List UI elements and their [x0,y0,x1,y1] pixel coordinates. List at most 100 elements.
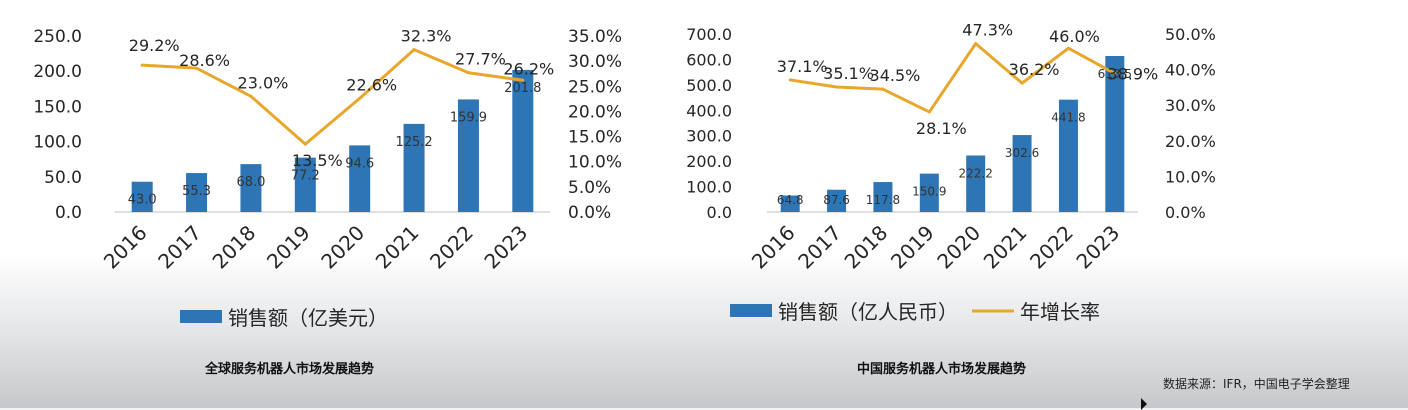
left-axis-tick-label: 400.0 [686,101,732,120]
growth-rate-point [140,63,144,67]
bar-value-label: 55.3 [182,184,211,199]
bar [966,155,986,212]
bar [1105,55,1125,213]
bar-value-label: 43.0 [128,193,157,208]
growth-rate-label: 34.5% [870,66,921,85]
growth-rate-point [249,94,253,98]
growth-rate-label: 38.9% [1107,65,1158,84]
growth-rate-label: 29.2% [129,36,180,55]
right-axis-tick-label: 30.0% [568,52,622,72]
chart-caption-china: 中国服务机器人市场发展趋势 [857,362,1027,377]
growth-rate-point [881,87,885,91]
global-service-robot-chart: 0.0 50.0 100.0 150.0 200.0 250.0 0.0% 5.0% 10.0%… [33,27,622,330]
left-axis-tick-label: 200.0 [33,62,82,82]
right-axis-tick-label: 35.0% [568,27,622,47]
right-axis-tick-label: 20.0% [1165,132,1216,151]
left-axis-tick-label: 150.0 [33,97,82,117]
bar [240,164,262,212]
bar [457,99,479,212]
bar [919,173,939,212]
bar [780,195,800,212]
bar [131,181,153,212]
source-note: 数据来源：IFR，中国电子学会整理 [1163,377,1350,391]
left-axis-tick-label: 250.0 [33,27,82,47]
right-axis-tick-label: 50.0% [1165,25,1216,44]
year-tick-label: 2019 [886,221,939,274]
bar-value-label: 68.0 [236,175,265,190]
bar-value-label: 117.8 [866,193,900,207]
right-axis-tick-label: 25.0% [568,77,622,97]
growth-rate-label: 28.1% [916,119,967,138]
year-tick-label: 2022 [425,221,478,274]
bar-value-label: 150.9 [912,185,946,199]
growth-rate-label: 36.2% [1009,60,1060,79]
year-tick-label: 2019 [262,221,315,274]
year-tick-label: 2017 [153,221,206,274]
growth-rate-label: 13.5% [292,151,343,170]
bar [294,157,316,212]
growth-rate-label: 22.6% [346,75,397,94]
growth-rate-label: 26.2% [503,59,554,78]
year-tick-label: 2021 [371,221,424,274]
year-tick-label: 2020 [316,221,369,274]
right-axis-tick-label: 5.0% [568,178,611,198]
right-axis-tick-label: 15.0% [568,128,622,148]
china-service-robot-chart: 0.0 100.0 200.0 300.0 400.0 500.0 600.0 700.0 0.… [686,21,1216,324]
legend-label: 销售额（亿美元） [228,306,388,330]
year-tick-label: 2016 [99,221,152,274]
year-tick-label: 2018 [840,221,893,274]
bar-value-label: 87.6 [823,193,850,207]
growth-rate-point [466,71,470,75]
bar-value-label: 302.6 [1005,146,1039,160]
bar-value-label: 159.9 [450,110,487,125]
growth-rate-line [789,42,1116,114]
chart-caption-global: 全球服务机器人市场发展趋势 [205,362,375,377]
bar [827,189,847,212]
growth-rate-label: 28.6% [179,51,230,70]
growth-rate-point [1113,72,1117,76]
left-axis-tick-label: 0.0 [55,203,82,223]
growth-rate-label: 32.3% [401,27,452,46]
mouse-cursor-icon [1141,398,1147,410]
right-axis-tick-label: 40.0% [1165,61,1216,80]
legend-label: 年增长率 [1020,300,1100,324]
growth-rate-point [927,110,931,114]
bar-value-label: 125.2 [395,135,432,150]
left-axis-tick-label: 700.0 [686,25,732,44]
year-tick-label: 2020 [932,221,985,274]
growth-rate-point [1066,46,1070,50]
year-tick-label: 2018 [208,221,261,274]
bar-value-label: 77.2 [291,169,320,184]
bar-value-label: 64.8 [777,193,804,207]
growth-rate-label: 46.0% [1049,27,1100,46]
left-axis-tick-label: 0.0 [707,203,732,222]
right-axis-tick-label: 30.0% [1165,96,1216,115]
growth-rate-label: 47.3% [962,21,1013,40]
growth-rate-point [358,96,362,100]
bar [186,173,208,212]
right-axis-tick-label: 10.0% [1165,167,1216,186]
growth-rate-point [195,66,199,70]
bar [403,123,425,212]
right-axis-tick-label: 0.0% [568,203,611,223]
growth-rate-point [835,85,839,89]
bar-value-label: 222.2 [959,166,993,180]
growth-rate-label: 37.1% [777,57,828,76]
bar [512,69,534,212]
right-axis-tick-label: 10.0% [568,153,622,173]
growth-rate-point [1020,81,1024,85]
growth-rate-point [303,142,307,146]
growth-rate-label: 35.1% [823,64,874,83]
right-axis-tick-label: 0.0% [1165,203,1206,222]
year-tick-label: 2022 [1025,221,1078,274]
bar-value-label: 201.8 [504,81,541,96]
left-axis-tick-label: 100.0 [33,133,82,153]
left-axis-tick-label: 200.0 [686,152,732,171]
legend-label: 销售额（亿人民币） [778,300,958,324]
legend-swatch-bar [180,310,222,323]
right-axis-tick-label: 20.0% [568,102,622,122]
left-axis-tick-label: 50.0 [44,168,82,188]
growth-rate-point [521,78,525,82]
bar-value-label: 441.8 [1051,111,1085,125]
